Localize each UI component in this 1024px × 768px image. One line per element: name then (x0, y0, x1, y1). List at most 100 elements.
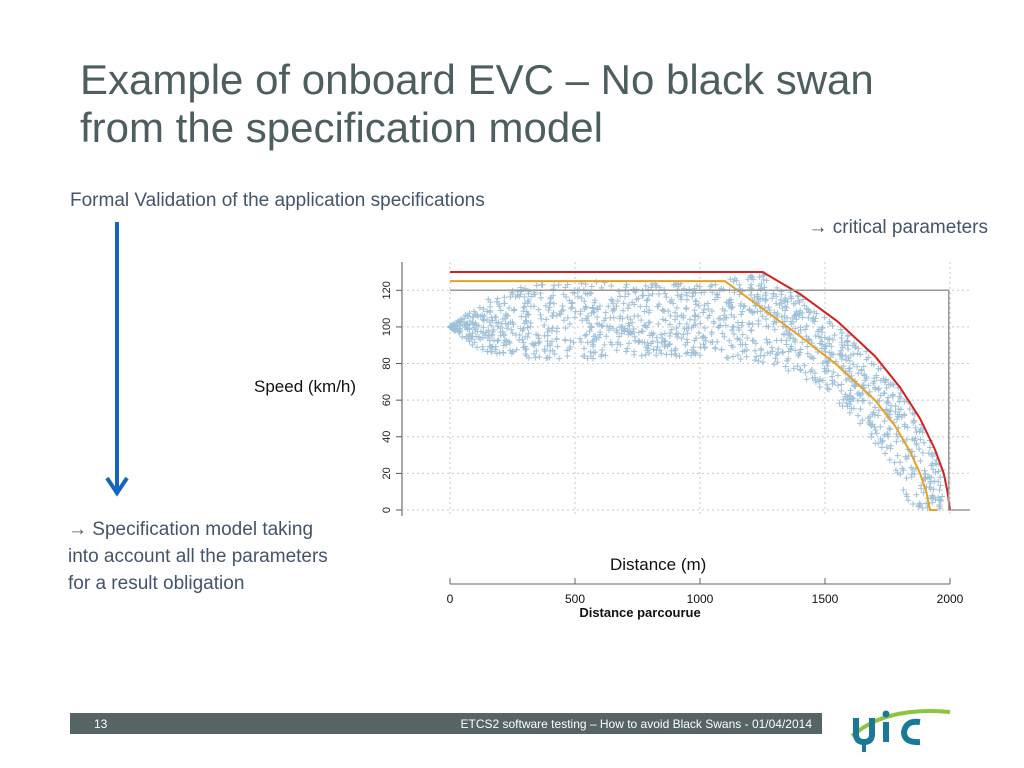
scatter-point (584, 339, 591, 346)
scatter-point (616, 333, 623, 340)
scatter-point (543, 355, 550, 362)
scatter-point (614, 298, 621, 305)
scatter-point (593, 305, 600, 312)
scatter-point (771, 318, 778, 325)
scatter-point (861, 371, 868, 378)
scatter-point (683, 336, 690, 343)
scatter-point (451, 327, 458, 334)
scatter-point (838, 387, 845, 394)
scatter-point (578, 339, 585, 346)
scatter-point (759, 313, 766, 320)
scatter-point (692, 297, 699, 304)
scatter-point (879, 439, 886, 446)
scatter-point (645, 309, 652, 316)
scatter-point (754, 308, 761, 315)
scatter-point (782, 294, 789, 301)
scatter-point (877, 365, 884, 372)
scatter-point (797, 346, 804, 353)
scatter-point (839, 403, 846, 410)
scatter-point (887, 426, 894, 433)
scatter-point (578, 294, 585, 301)
scatter-point (517, 284, 524, 291)
scatter-point (857, 351, 864, 358)
scatter-point (656, 301, 663, 308)
scatter-point (788, 295, 795, 302)
scatter-point (807, 309, 814, 316)
scatter-point (762, 297, 769, 304)
scatter-point (508, 326, 515, 333)
scatter-point (728, 299, 735, 306)
scatter-point (643, 303, 650, 310)
scatter-point (623, 281, 630, 288)
scatter-point (836, 400, 843, 407)
scatter-point (633, 296, 640, 303)
scatter-point (855, 370, 862, 377)
scatter-point (857, 405, 864, 412)
scatter-point (515, 336, 522, 343)
scatter-point (623, 348, 630, 355)
scatter-point (521, 320, 528, 327)
scatter-point (590, 333, 597, 340)
scatter-point (551, 351, 558, 358)
scatter-point (816, 384, 823, 391)
scatter-point (629, 299, 636, 306)
scatter-point (619, 323, 626, 330)
scatter-point (481, 312, 488, 319)
scatter-point (620, 300, 627, 307)
scatter-point (937, 497, 944, 504)
scatter-point (638, 352, 645, 359)
specification-model-note: → Specification model taking into accoun… (68, 519, 328, 594)
scatter-point (509, 348, 516, 355)
scatter-point (678, 296, 685, 303)
scatter-point (763, 336, 770, 343)
scatter-point (500, 339, 507, 346)
scatter-point (806, 336, 813, 343)
scatter-point (532, 354, 539, 361)
scatter-point (829, 322, 836, 329)
scatter-point (605, 327, 612, 334)
scatter-point (900, 486, 907, 493)
scatter-point (538, 281, 545, 288)
scatter-point (884, 431, 891, 438)
scatter-point (492, 343, 499, 350)
scatter-point (809, 375, 816, 382)
y-tick-label: 80 (381, 357, 393, 369)
scatter-point (901, 421, 908, 428)
scatter-point (717, 315, 724, 322)
x-tick-label: 1500 (812, 592, 839, 606)
scatter-point (896, 398, 903, 405)
scatter-point (908, 471, 915, 478)
x-tick-label: 1000 (687, 592, 714, 606)
scatter-point (830, 369, 837, 376)
scatter-point (581, 345, 588, 352)
scatter-point (501, 300, 508, 307)
scatter-point (533, 282, 540, 289)
scatter-point (913, 441, 920, 448)
scatter-point (684, 349, 691, 356)
scatter-point (936, 486, 943, 493)
scatter-point (701, 324, 708, 331)
scatter-point (673, 304, 680, 311)
scatter-point (719, 330, 726, 337)
scatter-point (624, 345, 631, 352)
scatter-point (625, 320, 632, 327)
scatter-point (799, 309, 806, 316)
scatter-point (625, 301, 632, 308)
scatter-point (716, 323, 723, 330)
scatter-point (589, 304, 596, 311)
scatter-point (845, 345, 852, 352)
scatter-point (897, 395, 904, 402)
scatter-point (887, 381, 894, 388)
series-line-1 (450, 271, 951, 511)
scatter-point (879, 437, 886, 444)
scatter-point (511, 306, 518, 313)
scatter-point (496, 303, 503, 310)
scatter-point (658, 350, 665, 357)
scatter-point (645, 292, 652, 299)
scatter-point (631, 333, 638, 340)
scatter-point (746, 320, 753, 327)
scatter-point (709, 308, 716, 315)
scatter-point (843, 399, 850, 406)
scatter-point (748, 308, 755, 315)
scatter-point (588, 310, 595, 317)
